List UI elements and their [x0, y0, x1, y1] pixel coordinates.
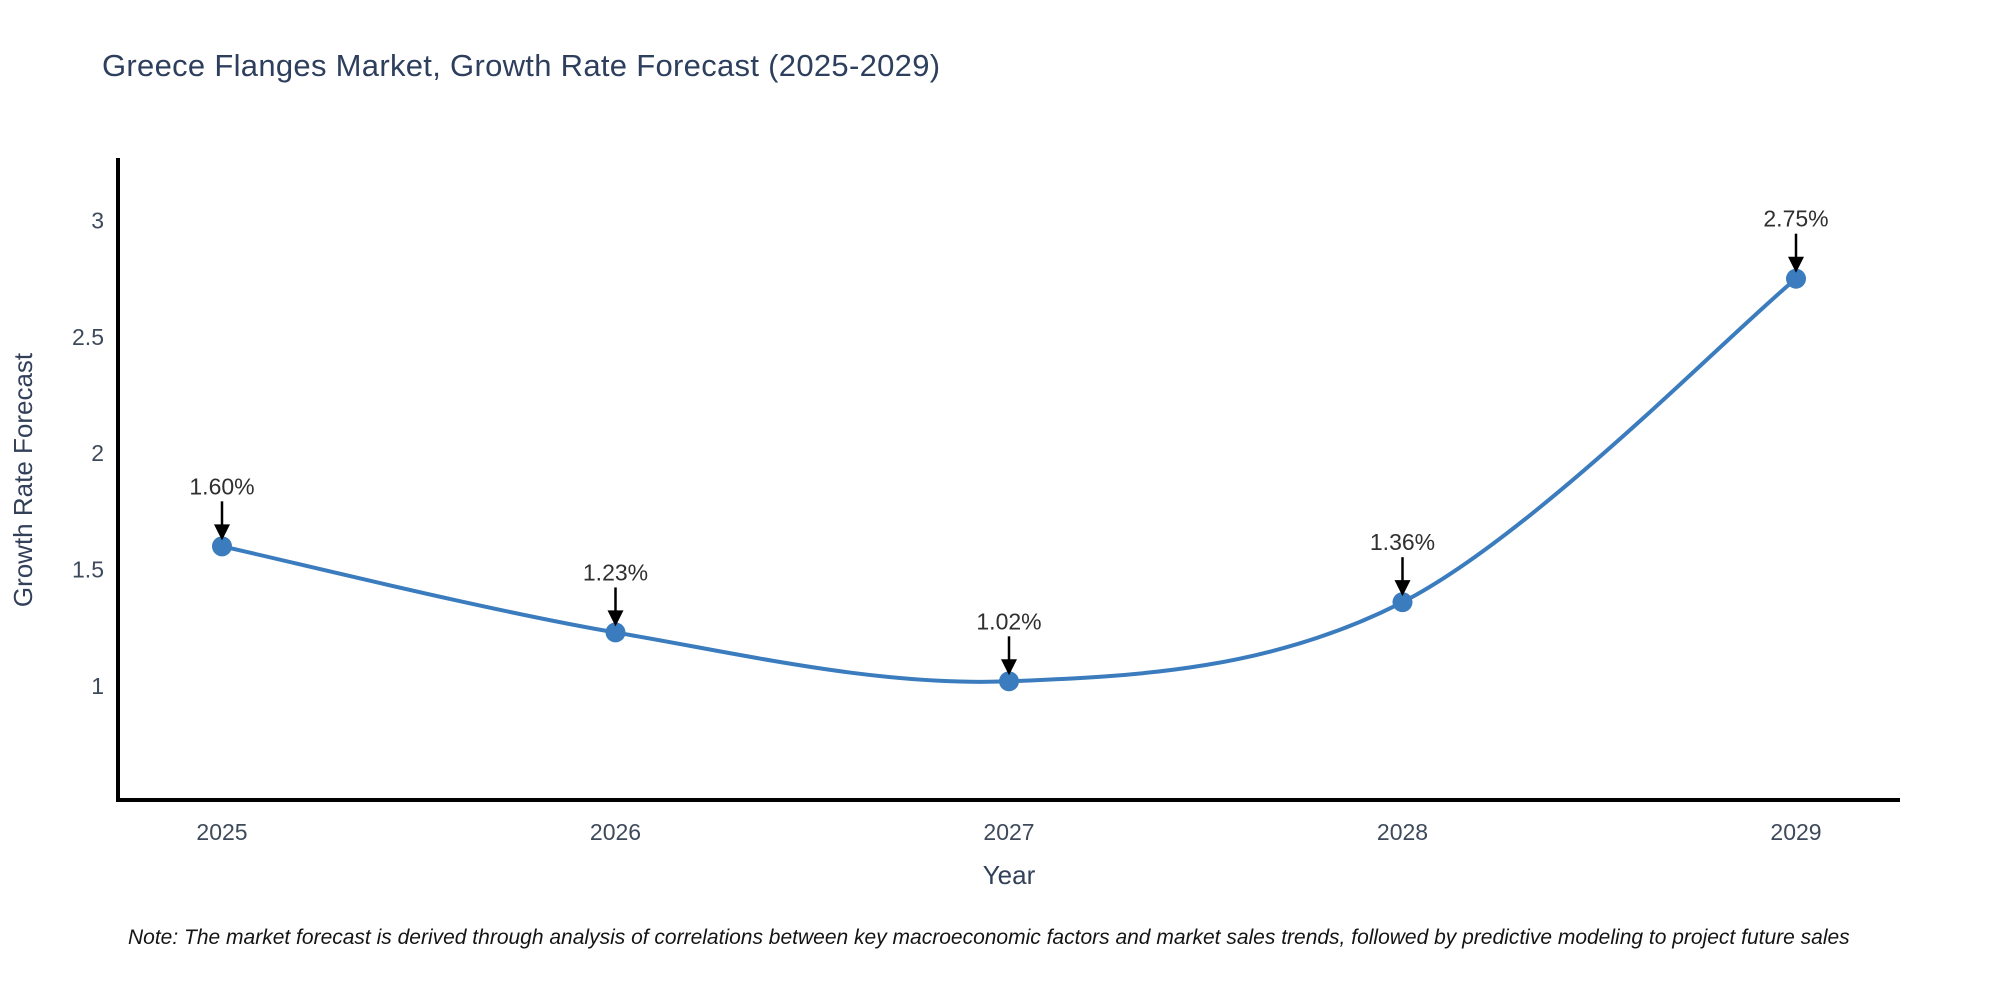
annotation-label: 1.23% [583, 559, 648, 585]
annotation-label: 1.60% [189, 473, 254, 499]
chart-title: Greece Flanges Market, Growth Rate Forec… [102, 48, 941, 83]
annotation-arrowhead [1001, 659, 1017, 676]
y-axis-tick-label: 1 [91, 673, 104, 699]
annotation-arrowhead [607, 610, 624, 627]
x-axis-tick-label: 2028 [1377, 819, 1428, 845]
annotation-arrowhead [214, 524, 230, 541]
y-axis-tick-label: 2 [91, 440, 104, 466]
data-point-marker [212, 536, 232, 557]
data-point-marker [999, 671, 1019, 692]
annotation-arrowhead [1394, 580, 1411, 597]
annotation-arrowhead [1788, 256, 1804, 273]
data-point-marker [1786, 268, 1806, 289]
y-axis-tick-label: 3 [91, 208, 104, 234]
x-axis-tick-label: 2029 [1770, 819, 1821, 845]
x-axis-title: Year [983, 860, 1036, 890]
x-axis-tick-label: 2026 [590, 819, 641, 845]
annotation-label: 1.02% [976, 608, 1041, 634]
data-point-marker [1392, 592, 1413, 613]
y-axis-tick-label: 2.5 [72, 324, 104, 350]
data-point-marker [605, 622, 626, 643]
annotation-label: 2.75% [1763, 206, 1828, 232]
x-axis-tick-label: 2027 [983, 819, 1034, 845]
y-axis-tick-label: 1.5 [72, 557, 104, 583]
x-axis-tick-label: 2025 [196, 819, 247, 845]
footnote-text: Note: The market forecast is derived thr… [128, 926, 1850, 949]
y-axis-title: Growth Rate Forecast [8, 352, 38, 607]
annotation-label: 1.36% [1370, 529, 1435, 555]
